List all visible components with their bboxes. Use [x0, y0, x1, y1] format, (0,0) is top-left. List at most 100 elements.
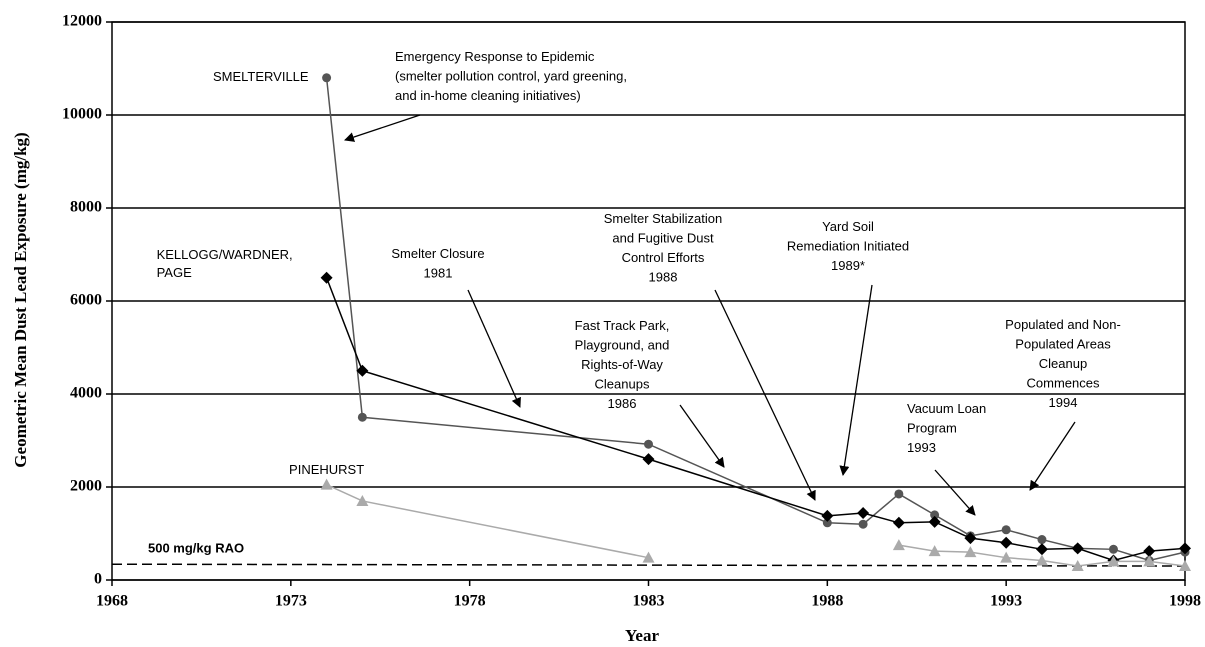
point	[1037, 535, 1047, 545]
point	[1107, 555, 1120, 567]
annotation-line: (smelter pollution control, yard greenin…	[395, 69, 627, 84]
point	[356, 494, 369, 506]
x-tick-label: 1973	[275, 593, 307, 610]
point	[964, 532, 977, 545]
point	[1035, 543, 1048, 556]
series-label: PINEHURST	[289, 462, 364, 477]
point	[320, 271, 333, 284]
x-tick-label: 1998	[1169, 593, 1201, 610]
annotation: Populated and Non- Populated Areas Cleanup…	[1005, 317, 1121, 410]
annotation-line: 1993	[907, 440, 936, 455]
annotation-line: Smelter Closure	[391, 246, 484, 261]
point	[1000, 551, 1013, 563]
point	[1000, 536, 1013, 549]
annotation-line: Populated Areas	[1015, 337, 1111, 352]
point	[928, 515, 941, 528]
point	[1108, 544, 1118, 554]
plot-frame	[111, 21, 1186, 581]
point	[1143, 555, 1156, 567]
annotation-line: Emergency Response to Epidemic	[395, 49, 595, 64]
annotation: Fast Track Park, Playground, and Rights-of…	[575, 318, 670, 411]
y-tick-label: 4000	[70, 385, 102, 402]
series-label-text: KELLOGG/WARDNER, PAGE	[156, 246, 293, 280]
point	[930, 510, 940, 520]
annotation-line: Commences	[1027, 376, 1100, 391]
annotation-line: 1989*	[831, 258, 865, 273]
point	[928, 545, 941, 557]
y-tick-label: 8000	[70, 199, 102, 216]
point	[1179, 560, 1191, 572]
annotation-line: Rights-of-Way	[581, 357, 663, 372]
annotation-line: Playground, and	[575, 338, 670, 353]
point	[1071, 542, 1084, 555]
x-axis-label: Year	[625, 626, 659, 645]
y-tick-label: 6000	[70, 292, 102, 309]
x-tick-label: 1993	[990, 593, 1022, 610]
annotation-line: 1994	[1049, 395, 1078, 410]
annotation-arrow	[934, 469, 976, 516]
annotation-line: Control Efforts	[622, 250, 705, 265]
annotation: Smelter Stabilization and Fugitive Dust Co…	[604, 211, 723, 285]
series-line	[325, 277, 1186, 562]
series-label: KELLOGG/WARDNER, PAGE	[156, 246, 293, 280]
point	[642, 453, 655, 466]
x-tick-label: 1988	[811, 593, 843, 610]
point	[894, 489, 904, 499]
point	[892, 516, 905, 529]
annotation-arrow	[714, 289, 816, 501]
annotation-line: Cleanup	[1039, 356, 1087, 371]
point	[1001, 525, 1011, 535]
reference-line	[111, 563, 1186, 567]
point	[1035, 554, 1048, 566]
y-tick-label: 10000	[62, 106, 102, 123]
annotation-arrow	[467, 289, 521, 408]
annotation-line: Vacuum Loan	[907, 401, 986, 416]
annotation-line: Smelter Stabilization	[604, 211, 723, 226]
annotation: Yard Soil Remediation Initiated 1989*	[787, 219, 909, 273]
y-tick-label: 12000	[62, 13, 102, 30]
point	[1179, 542, 1191, 555]
annotation: Smelter Closure 1981	[391, 246, 484, 281]
point	[320, 478, 333, 490]
annotation-arrow	[1029, 421, 1076, 491]
annotation-line: Cleanups	[595, 377, 650, 392]
series-line	[325, 77, 1186, 562]
point	[1143, 545, 1156, 558]
annotation-line: 1986	[608, 396, 637, 411]
point	[357, 412, 367, 422]
annotation-line: Populated and Non-	[1005, 317, 1121, 332]
annotation: Vacuum Loan Program 1993	[907, 401, 986, 455]
x-tick-label: 1968	[96, 593, 128, 610]
point	[858, 519, 868, 529]
annotation-arrow	[839, 284, 873, 476]
annotation-arrow	[344, 114, 421, 142]
series-label: SMELTERVILLE	[213, 69, 309, 84]
point	[892, 539, 905, 551]
annotation-line: and Fugitive Dust	[612, 231, 714, 246]
point	[822, 518, 832, 528]
point	[356, 364, 369, 377]
y-tick-label: 2000	[70, 478, 102, 495]
point	[644, 439, 653, 449]
annotation-line: Fast Track Park,	[575, 318, 670, 333]
point	[964, 546, 977, 558]
annotation-line: 1981	[424, 266, 453, 281]
point	[821, 509, 834, 522]
annotation: Emergency Response to Epidemic (smelter p…	[395, 49, 627, 103]
point	[322, 73, 332, 83]
series-line	[326, 483, 1186, 567]
point	[857, 507, 870, 520]
y-tick-label: 0	[94, 571, 102, 588]
x-tick-label: 1983	[633, 593, 665, 610]
x-tick-label: 1978	[454, 593, 486, 610]
reference-line-label: 500 mg/kg RAO	[148, 540, 244, 555]
annotation-line: Program	[907, 421, 957, 436]
annotation-line: 1988	[649, 270, 678, 285]
annotation-arrow	[679, 404, 725, 468]
annotation-line: Yard Soil	[822, 219, 874, 234]
point	[642, 551, 655, 563]
y-axis-label: Geometric Mean Dust Lead Exposure (mg/kg…	[11, 132, 30, 467]
point	[1071, 560, 1084, 572]
annotation-line: and in-home cleaning initiatives)	[395, 88, 581, 103]
